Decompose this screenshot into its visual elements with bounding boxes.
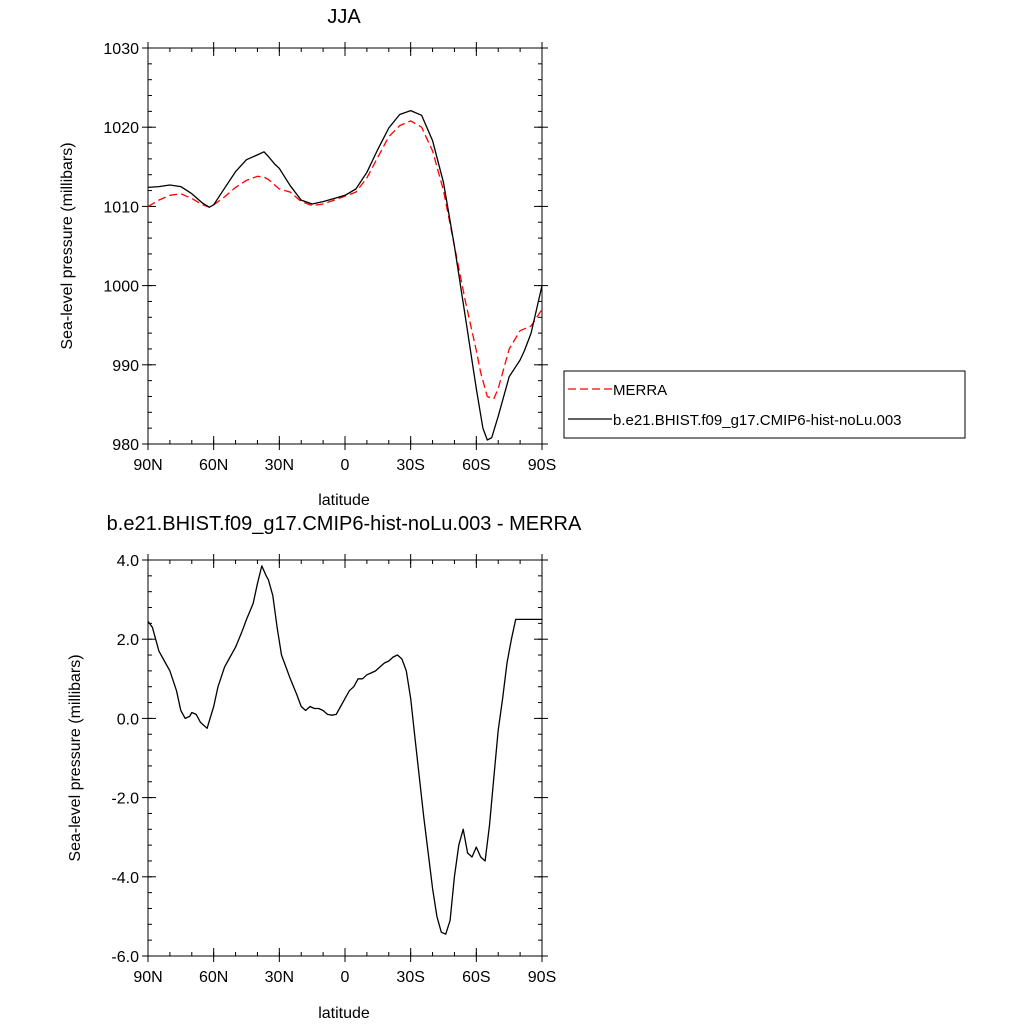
x-tick-label: 60S: [462, 969, 490, 986]
y-tick-label: 2.0: [117, 632, 139, 649]
y-axis-label: Sea-level pressure (millibars): [67, 654, 84, 861]
x-tick-label: 60S: [462, 457, 490, 474]
y-tick-label: -4.0: [111, 870, 139, 887]
x-axis: 90N 60N 30N 0 30S 60S 90S: [133, 554, 556, 986]
x-tick-label: 90S: [528, 969, 556, 986]
x-tick-label: 30N: [265, 969, 294, 986]
x-tick-label: 30S: [396, 969, 424, 986]
x-axis-label: latitude: [318, 1005, 370, 1022]
y-tick-label: 0.0: [117, 711, 139, 728]
y-tick-label: 1030: [103, 41, 139, 58]
y-tick-label: -2.0: [111, 791, 139, 808]
chart-title: b.e21.BHIST.f09_g17.CMIP6-hist-noLu.003 …: [107, 513, 582, 535]
series-group: [147, 109, 543, 441]
x-tick-label: 60N: [199, 969, 228, 986]
x-tick-label: 0: [341, 457, 350, 474]
y-tick-label: 1020: [103, 120, 139, 137]
legend-box: [563, 370, 966, 439]
series-line-model: [147, 109, 543, 441]
chart-title: JJA: [327, 6, 361, 28]
legend: MERRA b.e21.BHIST.f09_g17.CMIP6-hist-noL…: [563, 370, 966, 439]
chart-panel-bottom: b.e21.BHIST.f09_g17.CMIP6-hist-noLu.003 …: [67, 513, 582, 1022]
plot-frame: [147, 47, 543, 445]
x-tick-label: 60N: [199, 457, 228, 474]
x-tick-label: 30S: [396, 457, 424, 474]
legend-label-model: b.e21.BHIST.f09_g17.CMIP6-hist-noLu.003: [613, 412, 902, 429]
y-tick-label: 990: [112, 358, 139, 375]
chart-panel-top: JJA 980 990 1000 1010 1020 1030 90N 60N 30N 0 30S…: [59, 6, 966, 509]
y-tick-label: 1010: [103, 199, 139, 216]
series-line-difference: [147, 565, 542, 935]
plot-frame: [147, 559, 543, 957]
series-group: [147, 565, 542, 935]
y-tick-label: -6.0: [111, 949, 139, 966]
y-axis: 980 990 1000 1010 1020 1030: [103, 41, 548, 454]
x-tick-label: 90S: [528, 457, 556, 474]
y-tick-label: 980: [112, 437, 139, 454]
series-line-merra: [147, 120, 543, 400]
y-tick-label: 4.0: [117, 553, 139, 570]
y-axis: -6.0 -4.0 -2.0 0.0 2.0 4.0: [111, 553, 548, 966]
y-axis-label: Sea-level pressure (millibars): [59, 142, 76, 349]
y-tick-label: 1000: [103, 279, 139, 296]
legend-label-merra: MERRA: [613, 382, 667, 399]
x-axis-label: latitude: [318, 492, 370, 509]
x-tick-label: 90N: [133, 457, 162, 474]
x-tick-label: 90N: [133, 969, 162, 986]
x-tick-label: 30N: [265, 457, 294, 474]
x-tick-label: 0: [341, 969, 350, 986]
x-axis: 90N 60N 30N 0 30S 60S 90S: [133, 42, 556, 474]
